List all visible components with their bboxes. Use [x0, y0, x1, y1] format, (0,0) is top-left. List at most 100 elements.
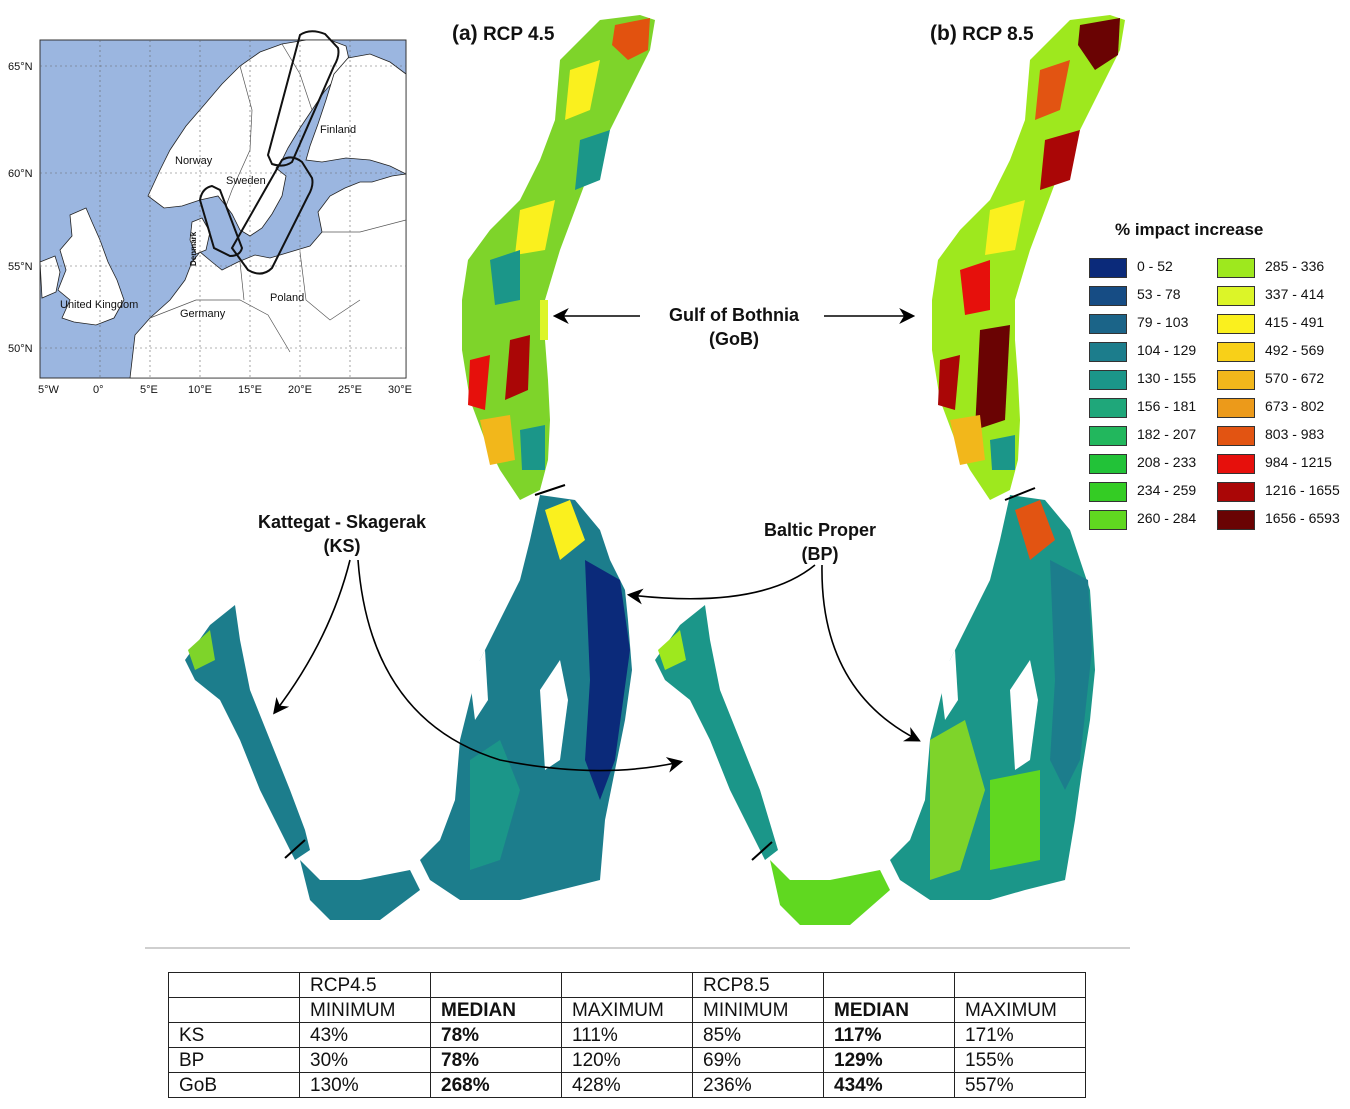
inset-lon-25e: 25°E — [338, 384, 362, 396]
legend-label: 337 - 414 — [1265, 286, 1325, 302]
map-a-gob-patches — [468, 18, 650, 470]
table-cell: GoB — [168, 1072, 300, 1098]
legend-label: 208 - 233 — [1137, 454, 1197, 470]
panel-title-a: (a) RCP 4.5 — [452, 22, 554, 46]
legend-label: 570 - 672 — [1265, 370, 1325, 386]
legend-label: 53 - 78 — [1137, 286, 1181, 302]
boundary-a-gob-bp — [534, 484, 566, 496]
map-a-ks-base — [185, 605, 310, 860]
legend-swatch — [1217, 482, 1255, 502]
legend-swatch — [1089, 342, 1127, 362]
table-cell: 30% — [299, 1047, 431, 1073]
legend-swatch — [1089, 314, 1127, 334]
arrow-ks-to-a — [273, 559, 351, 715]
table-cell: 557% — [954, 1072, 1086, 1098]
table-row: BP 30% 78% 120% 69% 129% 155% — [168, 1047, 1086, 1073]
legend-item: 984 - 1215 — [1217, 452, 1347, 476]
legend-label: 492 - 569 — [1265, 342, 1325, 358]
inset-outline-gob — [266, 30, 340, 167]
callout-bp: Baltic Proper (BP) — [740, 518, 900, 566]
legend-label: 984 - 1215 — [1265, 454, 1332, 470]
inset-lat-50: 50°N — [8, 343, 33, 355]
table-cell: 155% — [954, 1047, 1086, 1073]
legend-item: 0 - 52 — [1089, 256, 1219, 280]
inset-lon-10e: 10°E — [188, 384, 212, 396]
panel-tag-b: (b) — [930, 22, 957, 45]
table-cell — [430, 972, 562, 998]
table-cell: MEDIAN — [823, 997, 955, 1023]
arrow-ks-to-b — [357, 559, 684, 773]
legend-item: 570 - 672 — [1217, 368, 1347, 392]
inset-label-uk-text: United Kingdom — [60, 299, 138, 311]
table-cell — [823, 972, 955, 998]
table-cell: 85% — [692, 1022, 824, 1048]
inset-outline-bp — [230, 156, 314, 275]
table-cell: 236% — [692, 1072, 824, 1098]
table-cell: BP — [168, 1047, 300, 1073]
inset-map: 65°N 60°N 55°N 50°N 5°W 0° 5°E 10°E 15°E… — [8, 30, 412, 396]
legend-label: 673 - 802 — [1265, 398, 1325, 414]
legend-item: 234 - 259 — [1089, 480, 1219, 504]
legend-swatch — [1089, 510, 1127, 530]
inset-lon-5e: 5°E — [140, 384, 158, 396]
legend-item: 79 - 103 — [1089, 312, 1219, 336]
table-cell: 78% — [430, 1022, 562, 1048]
table-cell: RCP8.5 — [692, 972, 824, 998]
legend-label: 803 - 983 — [1265, 426, 1325, 442]
inset-label-denmark: Denmark — [189, 231, 198, 266]
inset-label-poland: Poland — [270, 292, 304, 304]
table-row: KS 43% 78% 111% 85% 117% 171% — [168, 1022, 1086, 1048]
table-cell: 428% — [561, 1072, 693, 1098]
legend-swatch — [1089, 286, 1127, 306]
legend-item: 104 - 129 — [1089, 340, 1219, 364]
legend-item: 1216 - 1655 — [1217, 480, 1347, 504]
legend: % impact increase 0 - 52 53 - 78 79 - 103 1… — [1085, 220, 1350, 540]
stats-table: RCP4.5 RCP8.5 MINIMUM MEDIAN MAXIMUM MINIMUM M… — [168, 972, 1086, 1098]
legend-swatch — [1217, 398, 1255, 418]
legend-label: 79 - 103 — [1137, 314, 1189, 330]
map-rcp85 — [655, 15, 1125, 925]
inset-lat-65: 65°N — [8, 61, 33, 73]
callout-ks-name: Kattegat - Skagerak — [257, 512, 427, 532]
map-b-ks-base — [655, 605, 778, 860]
table-cell: MEDIAN — [430, 997, 562, 1023]
table-cell: 268% — [430, 1072, 562, 1098]
legend-item: 260 - 284 — [1089, 508, 1219, 532]
table-row: GoB 130% 268% 428% 236% 434% 557% — [168, 1072, 1086, 1098]
legend-label: 415 - 491 — [1265, 314, 1325, 330]
legend-label: 130 - 155 — [1137, 370, 1197, 386]
inset-land-uk — [57, 207, 125, 326]
legend-item: 208 - 233 — [1089, 452, 1219, 476]
callout-bp-abbr: (BP) — [801, 544, 839, 564]
inset-land-ireland — [39, 255, 61, 299]
inset-lon-20e: 20°E — [288, 384, 312, 396]
callout-gob: Gulf of Bothnia (GoB) — [644, 303, 824, 351]
table-cell: MAXIMUM — [561, 997, 693, 1023]
legend-swatch — [1217, 286, 1255, 306]
boundary-b-ks-bp — [751, 841, 773, 861]
legend-swatch — [1089, 454, 1127, 474]
divider — [145, 947, 1130, 949]
legend-title: % impact increase — [1115, 220, 1264, 239]
legend-item: 673 - 802 — [1217, 396, 1347, 420]
inset-label-germany: Germany — [180, 308, 226, 320]
table-cell: 129% — [823, 1047, 955, 1073]
legend-item: 337 - 414 — [1217, 284, 1347, 308]
boundary-a-ks-bp — [284, 839, 306, 859]
inset-lat-55: 55°N — [8, 261, 33, 273]
stats-table-body: RCP4.5 RCP8.5 MINIMUM MEDIAN MAXIMUM MINIMUM M… — [168, 972, 1086, 1098]
legend-label: 182 - 207 — [1137, 426, 1197, 442]
table-cell: 171% — [954, 1022, 1086, 1048]
legend-swatch — [1089, 482, 1127, 502]
panel-label-b: RCP 8.5 — [962, 24, 1034, 45]
inset-label-finland: Finland — [320, 124, 356, 136]
legend-swatch — [1217, 258, 1255, 278]
inset-label-norway: Norway — [175, 155, 213, 167]
table-header-row: MINIMUM MEDIAN MAXIMUM MINIMUM MEDIAN MAXIMUM — [168, 997, 1086, 1023]
table-cell: 117% — [823, 1022, 955, 1048]
legend-label: 234 - 259 — [1137, 482, 1197, 498]
table-cell: 43% — [299, 1022, 431, 1048]
callout-ks-abbr: (KS) — [323, 536, 361, 556]
inset-outline-ks — [198, 184, 244, 258]
callout-ks: Kattegat - Skagerak (KS) — [232, 510, 452, 558]
